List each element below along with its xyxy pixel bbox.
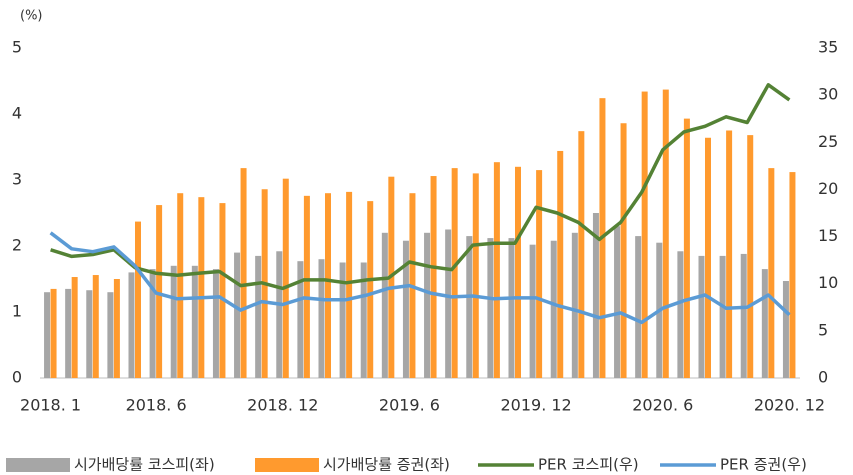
bar [198, 197, 205, 378]
bar [360, 262, 367, 378]
bar [191, 265, 198, 378]
bar [451, 168, 458, 378]
legend-label: 시가배당률 증권(좌) [323, 456, 450, 474]
bar [71, 277, 78, 378]
bar [571, 232, 578, 378]
bar [487, 238, 494, 378]
line [50, 83, 791, 291]
bar [240, 168, 247, 378]
bar [614, 226, 621, 378]
bar [128, 272, 135, 378]
bar [44, 292, 51, 378]
bar [472, 173, 479, 378]
bar [550, 240, 557, 378]
bar [747, 135, 754, 378]
bar [683, 118, 690, 379]
y-tick-label: 1 [12, 302, 22, 321]
x-tick-label: 2020. 12 [754, 396, 825, 415]
bar [177, 193, 184, 378]
bar [761, 269, 768, 378]
x-tick-label: 2018. 1 [20, 396, 81, 415]
bar [536, 170, 543, 378]
bar [430, 176, 437, 378]
bar [107, 292, 114, 378]
bar [50, 288, 57, 378]
bar [424, 232, 431, 378]
bar [219, 203, 226, 378]
bar [135, 221, 141, 378]
y2-tick-label: 25 [818, 132, 838, 151]
bar [92, 275, 99, 378]
bar [592, 213, 599, 378]
bar [282, 178, 289, 378]
bar [156, 205, 163, 378]
bar [149, 269, 156, 378]
bar [493, 162, 500, 378]
legend-label: PER 증권(우) [720, 456, 807, 474]
y-unit: (%) [20, 9, 43, 24]
bar [508, 238, 515, 378]
y-tick-label: 4 [12, 104, 22, 123]
bar [212, 269, 219, 378]
bar [402, 240, 409, 378]
x-tick-label: 2018. 12 [247, 396, 318, 415]
bar [635, 236, 642, 378]
legend-swatch [255, 458, 319, 472]
bar [325, 193, 331, 378]
bar [381, 232, 388, 378]
bar [641, 91, 648, 378]
bar [515, 166, 521, 378]
bar [620, 123, 627, 379]
bar [113, 279, 120, 378]
bar [698, 255, 705, 378]
bar [705, 137, 711, 378]
bar [303, 195, 310, 378]
x-tick-label: 2018. 6 [126, 396, 187, 415]
bar [677, 251, 684, 378]
bar [789, 172, 796, 378]
bar [367, 201, 374, 378]
line [49, 231, 791, 325]
y-tick-label: 0 [12, 368, 22, 387]
y2-tick-label: 0 [818, 368, 828, 387]
bar [255, 255, 262, 378]
bar [318, 259, 325, 378]
bar [578, 131, 585, 378]
bar [65, 288, 72, 378]
bar [276, 251, 283, 378]
bar [234, 252, 241, 378]
bar [297, 261, 304, 378]
bar [557, 150, 564, 378]
bar [466, 236, 473, 378]
bar [782, 280, 789, 378]
bar [719, 255, 726, 378]
bar [170, 265, 177, 378]
bar [86, 290, 93, 378]
legend-label: 시가배당률 코스피(좌) [74, 456, 215, 474]
legend-label: PER 코스피(우) [538, 456, 639, 474]
y-tick-label: 3 [12, 170, 22, 189]
y-tick-label: 2 [12, 236, 22, 255]
y2-tick-label: 30 [818, 85, 838, 104]
bar [768, 168, 775, 378]
x-tick-label: 2019. 12 [500, 396, 571, 415]
bar [346, 191, 353, 378]
bar [445, 229, 452, 378]
bar [529, 244, 536, 378]
y-tick-label: 5 [12, 38, 22, 57]
bar [339, 262, 346, 378]
x-tick-label: 2019. 6 [379, 396, 440, 415]
y2-tick-label: 5 [818, 320, 828, 339]
y2-tick-label: 20 [818, 179, 838, 198]
bar [662, 89, 669, 378]
x-tick-label: 2020. 6 [632, 396, 693, 415]
legend-swatch [6, 458, 70, 472]
y2-tick-label: 15 [818, 226, 838, 245]
bar [726, 130, 733, 378]
y2-tick-label: 10 [818, 273, 838, 292]
y2-tick-label: 35 [818, 38, 838, 57]
bar [740, 253, 747, 378]
